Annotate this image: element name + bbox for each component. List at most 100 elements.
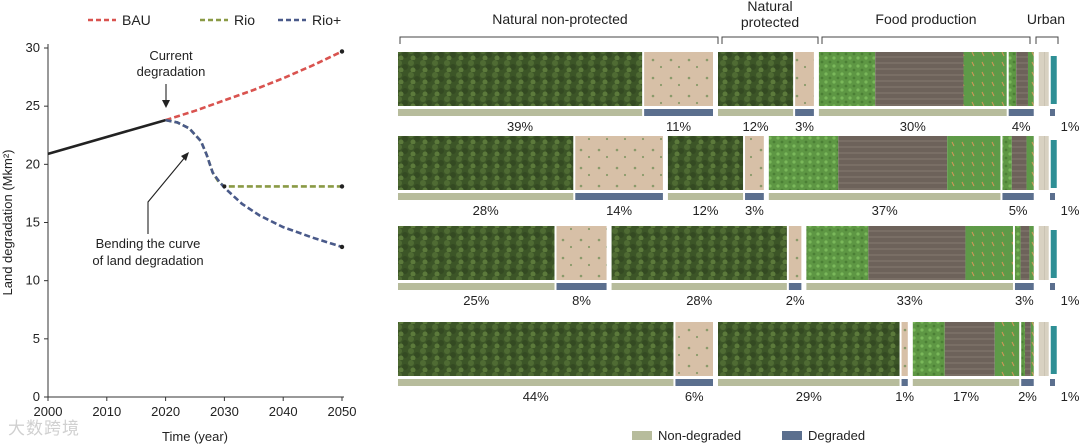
bar-value-label: 33% — [897, 293, 923, 308]
bar-segment-urban-degraded — [1050, 193, 1055, 200]
x-tick-label: 2030 — [210, 404, 239, 419]
bar-value-label: 17% — [953, 389, 979, 404]
landscape-tile-crop — [912, 322, 945, 376]
annotation-current-degradation: Current degradation — [137, 48, 206, 79]
bar-value-label: 1% — [1061, 119, 1080, 134]
landscape-tile-soil — [1024, 322, 1031, 376]
line-chart: 0 5 10 15 20 25 30 2000 2010 2020 2030 2040 2050 Time… — [0, 12, 356, 444]
annotation-line: degradation — [137, 64, 206, 79]
legend-swatch-non-degraded — [632, 431, 652, 440]
bar-segment-natural-protected-degraded — [901, 379, 908, 386]
bar-value-label: 30% — [900, 119, 926, 134]
landscape-tile-natural-protected-non-degraded — [667, 136, 744, 190]
landscape-tile-natural-non-protected-non-degraded — [398, 52, 643, 106]
landscape-tile-natural-non-protected-degraded — [575, 136, 663, 190]
bar-value-label: 1% — [1061, 293, 1080, 308]
bar-segment-natural-non-protected-non-degraded — [398, 283, 555, 290]
series-end-point — [339, 49, 345, 54]
bar-value-label: 4% — [1012, 119, 1031, 134]
group-header: Natural protected — [741, 0, 799, 30]
bar-value-label: 1% — [895, 389, 914, 404]
legend-swatch-degraded — [782, 431, 802, 440]
group-bracket — [821, 36, 1031, 44]
annotation-arrowhead — [181, 152, 189, 161]
bar-segment-food-production-degraded — [1014, 283, 1034, 290]
landscape-tile-urban — [1038, 226, 1049, 280]
bar-value-label: 12% — [692, 203, 718, 218]
annotation-line: Bending the curve — [96, 236, 201, 251]
y-tick-label: 20 — [26, 156, 40, 171]
landscape-tile-natural-protected-degraded — [788, 226, 802, 280]
bar-value-label: 5% — [1009, 203, 1028, 218]
bar-segment-food-production-non-degraded — [806, 283, 1013, 290]
landscape-tile-crop — [1008, 52, 1017, 106]
historical-line — [47, 118, 166, 156]
landscape-tile-buildings — [1050, 56, 1057, 104]
y-tick-label: 0 — [33, 389, 40, 404]
x-tick-label: 2020 — [151, 404, 180, 419]
legend-label-non-degraded: Non-degraded — [658, 428, 741, 443]
group-header-line: Food production — [875, 11, 976, 27]
bar-value-label: 3% — [745, 203, 764, 218]
group-header: Natural non-protected — [492, 11, 627, 27]
bar-segment-food-production-non-degraded — [768, 193, 1001, 200]
landscape-tile-buildings — [1050, 326, 1057, 374]
bar-segment-natural-protected-non-degraded — [611, 283, 787, 290]
bar-value-label: 2% — [786, 293, 805, 308]
landscape-tile-soil — [875, 52, 964, 106]
bar-segment-urban-degraded — [1050, 283, 1055, 290]
landscape-tile-soil — [1011, 136, 1027, 190]
landscape-tile-crop — [818, 52, 876, 106]
legend-label: Rio+ — [312, 12, 341, 28]
landscape-tile-natural-non-protected-degraded — [556, 226, 607, 280]
landscape-tile-field — [1029, 226, 1034, 280]
x-tick-label: 2050 — [328, 404, 357, 419]
annotation-bending-curve: Bending the curve of land degradation — [92, 236, 203, 268]
bar-segment-natural-protected-degraded — [745, 193, 764, 200]
landscape-tile-natural-protected-non-degraded — [611, 226, 787, 280]
y-tick-label: 25 — [26, 98, 40, 113]
bar-value-label: 44% — [523, 389, 549, 404]
landscape-tile-urban — [1038, 136, 1049, 190]
bar-segment-natural-protected-degraded — [788, 283, 802, 290]
bar-value-label: 11% — [666, 119, 691, 134]
annotation-line: of land degradation — [92, 253, 203, 268]
landscape-tile-natural-non-protected-degraded — [644, 52, 713, 106]
bar-segment-food-production-degraded — [1002, 193, 1034, 200]
landscape-tile-crop — [1002, 136, 1012, 190]
group-header-line: Urban — [1027, 11, 1065, 27]
landscape-tile-buildings — [1050, 140, 1057, 188]
bar-segment-natural-non-protected-non-degraded — [398, 109, 643, 116]
bar-value-label: 12% — [743, 119, 769, 134]
bar-value-label: 29% — [796, 389, 822, 404]
group-bracket — [399, 36, 719, 44]
bar-segment-natural-non-protected-degraded — [644, 109, 713, 116]
x-axis-title: Time (year) — [162, 429, 228, 444]
landscape-tile-natural-non-protected-non-degraded — [398, 136, 574, 190]
landscape-tile-natural-protected-degraded — [745, 136, 764, 190]
x-tick-label: 2040 — [269, 404, 298, 419]
landscape-tile-soil — [1016, 52, 1028, 106]
y-tick-label: 15 — [26, 215, 40, 230]
landscape-tile-natural-protected-non-degraded — [718, 322, 900, 376]
bar-value-label: 25% — [463, 293, 489, 308]
bar-segment-natural-non-protected-non-degraded — [398, 193, 574, 200]
group-header-line: Natural — [747, 0, 792, 14]
landscape-tile-urban — [1038, 52, 1049, 106]
bar-segment-natural-non-protected-degraded — [675, 379, 713, 386]
landscape-tile-natural-protected-degraded — [901, 322, 908, 376]
bar-value-label: 37% — [872, 203, 898, 218]
bar-segment-food-production-degraded — [1008, 109, 1034, 116]
landscape-tile-crop — [1021, 322, 1025, 376]
landscape-tile-natural-non-protected-non-degraded — [398, 322, 674, 376]
series-line-bau — [165, 50, 343, 122]
x-tick-label: 2010 — [92, 404, 121, 419]
landscape-tile-soil — [944, 322, 995, 376]
landscape-tile-field — [965, 226, 1013, 280]
bar-value-label: 2% — [1018, 389, 1037, 404]
landscape-tile-natural-non-protected-degraded — [675, 322, 713, 376]
annotation-line: Current — [149, 48, 193, 63]
annotation-arrowhead — [162, 100, 170, 108]
stacked-bar-chart: Natural non-protected Natural protected Foo… — [398, 0, 1080, 443]
